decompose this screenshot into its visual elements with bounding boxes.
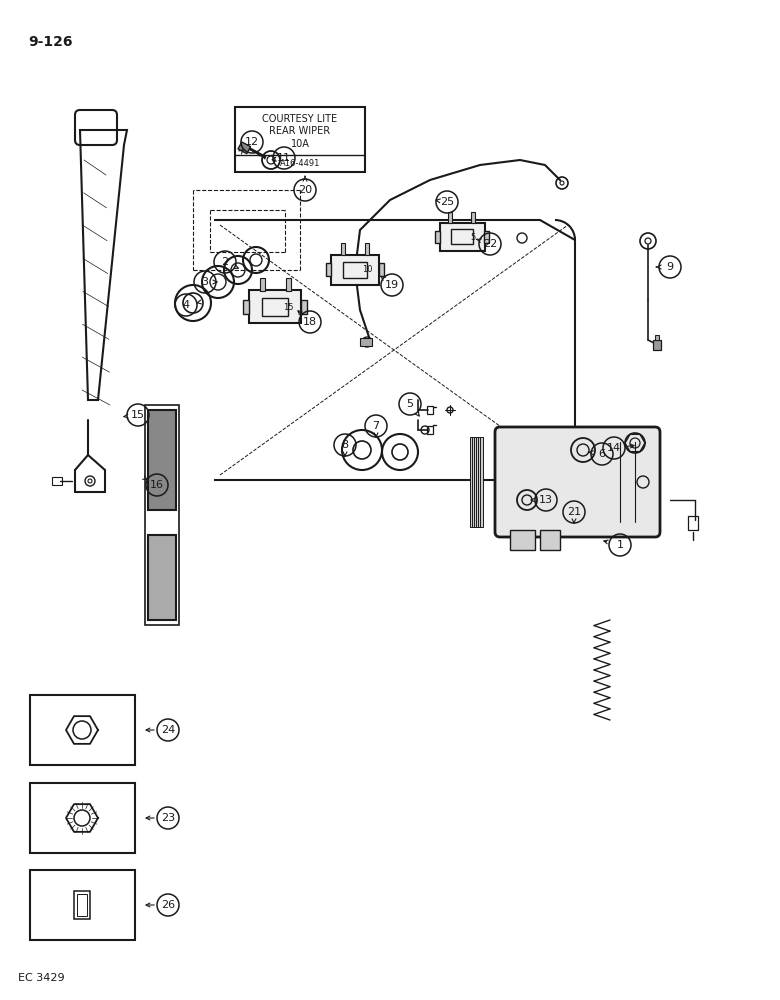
Text: 20: 20: [298, 185, 312, 195]
Text: 8: 8: [342, 440, 349, 450]
Text: 6: 6: [598, 449, 605, 459]
Bar: [77, 894, 87, 916]
Bar: [435, 231, 440, 243]
Bar: [653, 340, 661, 350]
Bar: [360, 338, 372, 346]
Bar: [260, 278, 265, 291]
Text: 23: 23: [161, 813, 175, 823]
Bar: [74, 891, 90, 919]
Bar: [451, 229, 473, 244]
Bar: [472, 437, 475, 527]
Bar: [379, 263, 384, 276]
Text: 19: 19: [385, 280, 399, 290]
Text: 1: 1: [616, 540, 623, 550]
Text: 9-126: 9-126: [28, 35, 73, 49]
Bar: [655, 335, 659, 340]
Bar: [235, 107, 365, 172]
Text: A16-4491: A16-4491: [280, 158, 320, 167]
Bar: [427, 426, 433, 434]
Text: 11: 11: [277, 153, 291, 163]
Bar: [688, 516, 698, 530]
Bar: [286, 278, 291, 291]
Bar: [148, 410, 176, 510]
Bar: [301, 300, 307, 314]
Text: EC 3429: EC 3429: [18, 973, 65, 983]
Text: 10: 10: [362, 265, 372, 274]
Bar: [145, 405, 179, 625]
Text: 9: 9: [666, 262, 674, 272]
Bar: [331, 255, 379, 285]
Text: 2: 2: [222, 257, 229, 267]
Bar: [474, 437, 477, 527]
Text: 5: 5: [470, 232, 476, 241]
Bar: [440, 223, 485, 251]
Bar: [480, 437, 483, 527]
Bar: [243, 300, 249, 314]
Bar: [30, 783, 135, 853]
Bar: [30, 695, 135, 765]
Bar: [365, 243, 369, 255]
Text: 15: 15: [282, 302, 293, 312]
Bar: [148, 535, 176, 620]
Bar: [476, 437, 479, 527]
Text: 24: 24: [161, 725, 176, 735]
Bar: [478, 437, 481, 527]
Bar: [238, 142, 250, 154]
Bar: [510, 530, 535, 550]
Text: COURTESY LITE
REAR WIPER
10A: COURTESY LITE REAR WIPER 10A: [262, 114, 338, 149]
Bar: [540, 530, 560, 550]
Bar: [326, 263, 331, 276]
Text: 26: 26: [161, 900, 175, 910]
Text: 3: 3: [201, 277, 208, 287]
Text: 5: 5: [406, 399, 413, 409]
Text: 15: 15: [131, 410, 145, 420]
Bar: [343, 262, 367, 278]
Text: 21: 21: [567, 507, 581, 517]
Text: 7: 7: [372, 421, 380, 431]
Text: 18: 18: [303, 317, 317, 327]
Text: 25: 25: [440, 197, 454, 207]
Bar: [427, 406, 433, 414]
Bar: [448, 212, 452, 223]
Text: 13: 13: [539, 495, 553, 505]
Bar: [484, 231, 489, 243]
Bar: [30, 870, 135, 940]
Text: 12: 12: [245, 137, 259, 147]
Bar: [470, 437, 473, 527]
Bar: [471, 212, 475, 223]
Text: 22: 22: [483, 239, 497, 249]
Text: 16: 16: [150, 480, 164, 490]
Bar: [341, 243, 345, 255]
Bar: [249, 290, 301, 323]
Bar: [262, 298, 288, 316]
FancyBboxPatch shape: [495, 427, 660, 537]
Text: 4: 4: [183, 300, 190, 310]
Text: 14: 14: [607, 443, 621, 453]
Bar: [52, 477, 62, 485]
